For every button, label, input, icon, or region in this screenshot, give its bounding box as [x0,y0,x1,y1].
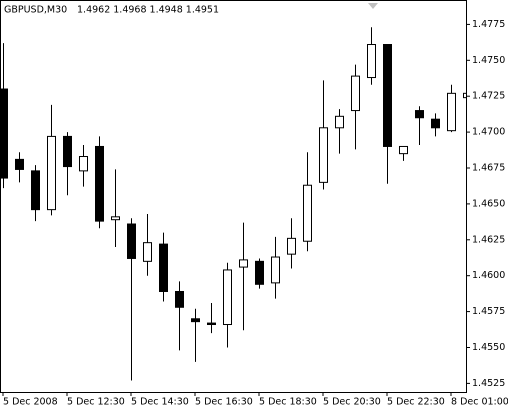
x-tick-label: 5 Dec 12:30 [67,397,125,408]
candle-body [335,115,344,129]
candle-body [0,88,8,179]
chart-title: GBPUSD,M30 [4,5,67,16]
candle-body [463,92,466,99]
candle-body [367,44,376,79]
candle-body [431,118,440,129]
candle-body [351,75,360,112]
x-tick-label: 5 Dec 22:30 [387,397,445,408]
candle-body [175,290,184,308]
x-tick-label: 5 Dec 20:30 [323,397,381,408]
plot-frame [0,0,467,393]
candle-body [255,260,264,285]
candle-body [383,44,392,147]
candle-body [63,135,72,168]
y-tick-label: 1.4625 [472,234,505,245]
y-tick-label: 1.4775 [472,19,505,30]
candle-body [415,110,424,119]
y-tick-label: 1.4525 [472,378,505,389]
plot-area [0,27,466,381]
candle-body [127,223,136,259]
candle-body [159,243,168,292]
candle-body [47,135,56,211]
x-tick-label: 8 Dec 01:00 [451,397,508,408]
candle-body [223,269,232,326]
y-tick-label: 1.4550 [472,342,505,353]
candle-body [31,170,40,211]
candle-body [95,145,104,222]
y-tick-label: 1.4700 [472,127,505,138]
candle-body [79,156,88,172]
candle-body [143,242,152,262]
y-tick-label: 1.4725 [472,91,505,102]
x-tick-label: 5 Dec 2008 [3,397,58,408]
candle-body [447,92,456,132]
candle-body [319,127,328,183]
candle-body [287,237,296,255]
candle-body [111,216,120,221]
y-tick-label: 1.4675 [472,163,505,174]
candle-body [303,184,312,242]
y-tick-label: 1.4575 [472,306,505,317]
candle-body [399,145,408,155]
shift-marker [368,3,378,9]
x-tick-label: 5 Dec 14:30 [131,397,189,408]
y-tick-label: 1.4750 [472,55,505,66]
x-tick-label: 5 Dec 16:30 [195,397,253,408]
candle-body [207,322,216,326]
candle-body [239,259,248,268]
candle-body [191,318,200,323]
x-tick-label: 5 Dec 18:30 [259,397,317,408]
y-tick-label: 1.4600 [472,270,505,281]
y-tick-label: 1.4650 [472,198,505,209]
quote: 1.4962 1.4968 1.4948 1.4951 [77,5,219,16]
candle-body [271,256,280,284]
candle-body [15,158,24,170]
